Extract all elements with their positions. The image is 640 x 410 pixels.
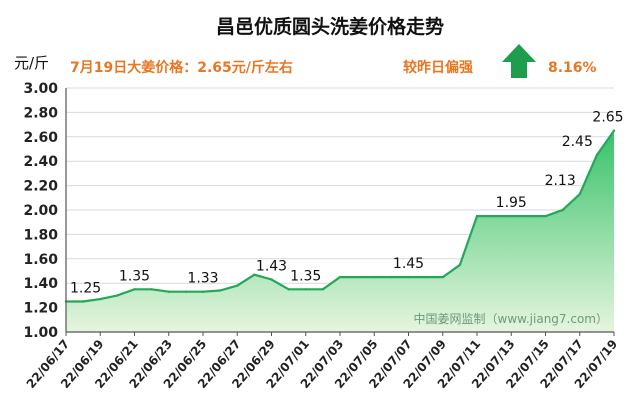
y-tick-label: 2.00 [23, 203, 58, 219]
data-point [201, 290, 205, 293]
y-tick-label: 1.40 [23, 276, 58, 292]
data-point [458, 263, 462, 267]
y-tick-label: 2.40 [23, 154, 58, 170]
data-point [578, 192, 581, 196]
chart-title: 昌邑优质圆头洗姜价格走势 [216, 15, 444, 38]
y-tick-label: 2.20 [23, 179, 58, 195]
price-area-fill [66, 130, 614, 332]
data-point [218, 289, 222, 292]
data-label: 2.65 [592, 110, 623, 126]
data-point [510, 214, 513, 218]
data-label: 1.35 [119, 268, 150, 284]
y-tick-label: 1.20 [23, 301, 58, 317]
data-point [561, 208, 564, 212]
data-label: 1.35 [290, 268, 321, 284]
data-point [81, 300, 85, 303]
data-point [304, 288, 307, 291]
compare-label: 较昨日偏强 [403, 59, 473, 76]
data-point [321, 288, 325, 291]
data-point [544, 214, 547, 218]
data-point [167, 290, 170, 293]
up-arrow-icon [502, 44, 536, 78]
data-point [236, 284, 239, 287]
data-point [390, 275, 393, 279]
y-tick-label: 1.60 [23, 252, 58, 268]
data-labels: 1.251.35 1.331.431.351.451.952.132.452.65 [70, 110, 624, 297]
data-label: 1.43 [256, 259, 287, 275]
data-label: 1.33 [187, 271, 218, 287]
change-percentage: 8.16% [548, 60, 597, 76]
data-point [595, 153, 599, 157]
watermark: 中国姜网监制（www.jiang7.com） [414, 311, 608, 326]
data-point [441, 275, 444, 279]
y-axis-ticks: 1.00 1.20 1.40 1.60 1.80 2.00 2.20 2.40 2.60 2.80… [23, 81, 58, 341]
data-point [99, 297, 102, 301]
data-point [184, 290, 188, 293]
data-point [612, 129, 616, 132]
data-point [424, 275, 427, 279]
data-point [492, 214, 496, 218]
data-label: 1.25 [70, 281, 101, 297]
data-point [133, 288, 136, 291]
y-tick-label: 1.80 [23, 227, 58, 243]
y-tick-label: 2.60 [23, 130, 58, 146]
data-point [527, 214, 530, 218]
data-label: 1.95 [496, 195, 527, 211]
y-tick-label: 3.00 [23, 81, 58, 97]
data-point [270, 278, 273, 281]
data-point [287, 288, 290, 291]
y-axis-unit-label: 元/斤 [14, 54, 49, 72]
data-point [373, 275, 376, 279]
y-tick-label: 2.80 [23, 105, 58, 121]
data-point [475, 214, 479, 218]
area-series [64, 129, 616, 332]
price-note: 7月19日大姜价格：2.65元/斤左右 [70, 59, 293, 76]
data-point [338, 275, 342, 279]
data-point [253, 273, 256, 276]
data-label: 1.45 [393, 256, 424, 272]
x-axis-ticks: 22/06/1722/06/1922/06/2122/06/2322/06/25… [24, 332, 620, 391]
data-point [355, 275, 359, 279]
data-point [407, 275, 410, 279]
data-point [116, 294, 119, 297]
y-tick-label: 1.00 [23, 325, 58, 341]
data-label: 2.13 [545, 173, 576, 189]
data-point [150, 288, 153, 291]
data-label: 2.45 [562, 134, 593, 150]
